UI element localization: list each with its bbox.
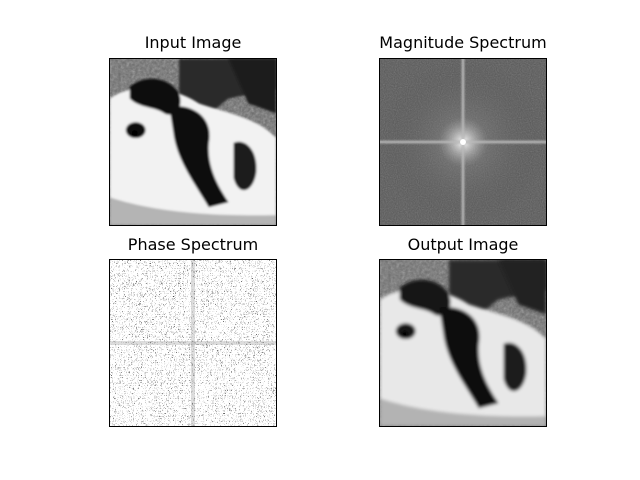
magnitude-spectrum-title: Magnitude Spectrum <box>379 33 547 52</box>
phase-spectrum-title: Phase Spectrum <box>127 235 259 254</box>
phase-spectrum-panel <box>109 259 277 427</box>
input-image-panel <box>109 58 277 226</box>
dog-photo-image <box>110 59 276 225</box>
output-image-panel <box>379 259 547 427</box>
phase-spectrum-image <box>110 260 276 426</box>
magnitude-spectrum-image <box>380 59 546 225</box>
dog-photo-reconstructed-image <box>380 260 546 426</box>
input-image-title: Input Image <box>144 33 242 52</box>
output-image-title: Output Image <box>407 235 519 254</box>
magnitude-spectrum-panel <box>379 58 547 226</box>
